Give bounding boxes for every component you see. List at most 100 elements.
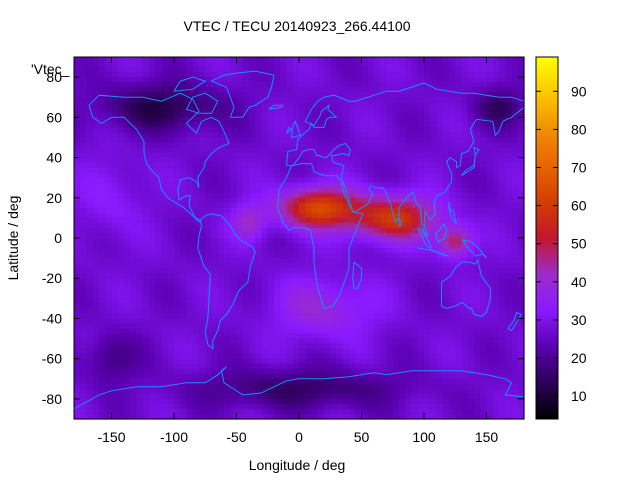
heatmap-cell [436,112,444,118]
heatmap-cell [174,62,181,68]
heatmap-cell [186,283,194,289]
heatmap-cell [186,157,194,164]
heatmap-cell [292,182,300,189]
heatmap-cell [224,142,231,149]
heatmap-cell [430,278,438,284]
heatmap-cell [386,378,394,385]
heatmap-cell [249,147,256,154]
heatmap-cell [224,403,231,410]
heatmap-cell [224,293,231,299]
heatmap-cell [192,253,200,259]
heatmap-cell [236,373,244,380]
heatmap-cell [242,248,250,254]
heatmap-cell [386,62,394,68]
heatmap-cell [92,157,100,164]
heatmap-cell [299,313,306,320]
heatmap-cell [167,268,175,274]
heatmap-cell [205,107,213,113]
heatmap-cell [292,172,300,179]
heatmap-cell [499,268,506,274]
heatmap-cell [249,328,256,335]
heatmap-cell [236,162,244,169]
heatmap-cell [217,393,225,400]
heatmap-cell [305,217,313,224]
heatmap-cell [286,112,294,118]
heatmap-cell [99,313,106,320]
heatmap-cell [230,122,238,128]
heatmap-cell [236,157,244,164]
heatmap-cell [142,268,150,274]
heatmap-cell [461,117,469,123]
heatmap-cell [374,177,381,184]
heatmap-cell [236,343,244,350]
heatmap-cell [105,253,113,259]
heatmap-cell [280,217,288,224]
heatmap-cell [417,77,425,83]
heatmap-cell [155,338,163,345]
heatmap-cell [86,72,94,78]
heatmap-cell [499,378,506,385]
heatmap-cell [317,333,325,340]
heatmap-cell [336,157,344,164]
heatmap-cell [467,398,475,405]
heatmap-cell [311,142,319,149]
heatmap-cell [392,238,400,244]
heatmap-cell [486,358,494,365]
heatmap-cell [92,323,100,330]
heatmap-cell [511,388,519,395]
heatmap-cell [399,62,406,68]
heatmap-cell [474,283,481,289]
heatmap-cell [286,363,294,370]
heatmap-cell [80,258,88,264]
heatmap-cell [142,353,150,360]
heatmap-cell [317,187,325,194]
heatmap-cell [274,207,281,214]
heatmap-cell [511,137,519,144]
heatmap-cell [124,368,131,375]
heatmap-cell [111,202,119,209]
heatmap-cell [467,303,475,309]
heatmap-cell [74,172,81,179]
heatmap-cell [499,278,506,284]
heatmap-cell [80,293,88,299]
heatmap-cell [117,112,125,118]
heatmap-cell [430,57,438,63]
heatmap-cell [330,248,338,254]
heatmap-cell [461,318,469,325]
heatmap-cell [130,293,138,299]
heatmap-cell [280,167,288,174]
heatmap-cell [311,323,319,330]
heatmap-cell [486,197,494,204]
heatmap-cell [505,313,513,320]
heatmap-cell [224,238,231,244]
heatmap-cell [142,283,150,289]
heatmap-cell [130,238,138,244]
heatmap-cell [111,388,119,395]
heatmap-cell [317,152,325,159]
heatmap-cell [405,122,413,128]
heatmap-cell [130,313,138,320]
heatmap-cell [474,293,481,299]
heatmap-cell [349,353,356,360]
heatmap-cell [224,338,231,345]
heatmap-cell [149,142,156,149]
heatmap-cell [305,167,313,174]
heatmap-cell [199,328,206,335]
heatmap-cell [205,177,213,184]
heatmap-cell [461,172,469,179]
heatmap-cell [455,152,463,159]
heatmap-cell [305,82,313,88]
heatmap-cell [99,227,106,234]
heatmap-cell [80,102,88,108]
heatmap-cell [411,227,419,234]
heatmap-cell [136,57,144,63]
heatmap-cell [467,82,475,88]
heatmap-cell [486,217,494,224]
heatmap-cell [405,388,413,395]
heatmap-cell [80,328,88,335]
heatmap-cell [455,283,463,289]
heatmap-cell [155,388,163,395]
heatmap-cell [399,353,406,360]
heatmap-cell [205,243,213,249]
heatmap-cell [267,378,275,385]
